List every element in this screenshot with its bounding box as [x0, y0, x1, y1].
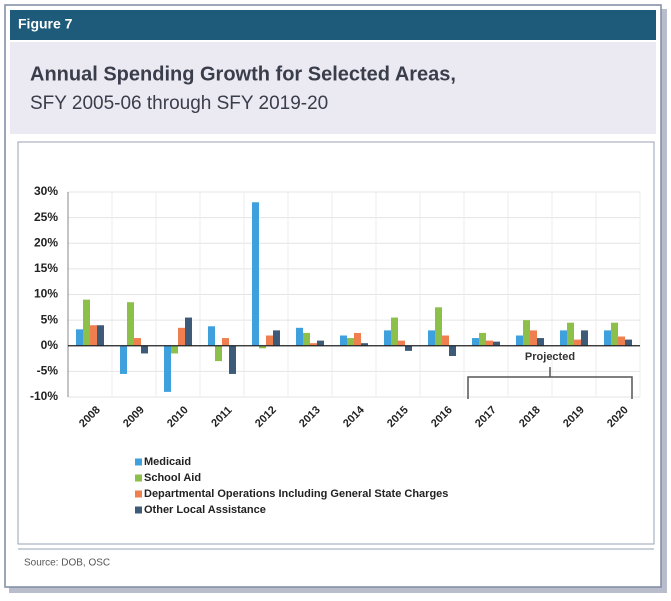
y-tick-label: 15%	[34, 261, 58, 275]
bar	[560, 330, 567, 346]
figure-label: Figure 7	[18, 16, 73, 32]
chart-subtitle: SFY 2005-06 through SFY 2019-20	[30, 93, 328, 114]
bar	[398, 340, 405, 346]
bar	[347, 338, 354, 346]
bar	[83, 299, 90, 346]
bar	[134, 338, 141, 346]
y-tick-label: 25%	[34, 210, 58, 224]
y-tick-label: 0%	[41, 338, 59, 352]
bar	[523, 320, 530, 346]
y-tick-label: -10%	[30, 389, 58, 403]
bar	[618, 336, 625, 346]
projected-bracket	[467, 367, 633, 399]
bar	[354, 332, 361, 346]
bar	[625, 339, 632, 346]
bar	[185, 317, 192, 346]
bar	[229, 345, 236, 374]
bar	[266, 335, 273, 346]
bar	[127, 302, 134, 346]
bar	[516, 335, 523, 346]
bar	[171, 345, 178, 354]
header-bar	[10, 10, 656, 40]
bar	[391, 317, 398, 346]
bar	[310, 343, 317, 346]
bar	[361, 343, 368, 346]
y-tick-label: 10%	[34, 287, 58, 301]
bar	[449, 345, 456, 356]
y-tick-label: 5%	[41, 312, 59, 326]
bar	[384, 330, 391, 346]
bar	[567, 322, 574, 346]
bar	[259, 345, 266, 349]
bar	[141, 345, 148, 354]
bar	[537, 338, 544, 346]
bar	[435, 307, 442, 346]
bar	[604, 330, 611, 346]
bar	[76, 329, 83, 346]
bar	[479, 332, 486, 346]
bar	[120, 345, 127, 374]
legend-label: Departmental Operations Including Genera…	[144, 488, 448, 500]
bar	[530, 330, 537, 346]
chart-title: Annual Spending Growth for Selected Area…	[30, 63, 456, 85]
bar	[273, 330, 280, 346]
bar	[296, 327, 303, 346]
legend-label: Other Local Assistance	[144, 504, 266, 516]
bar	[472, 338, 479, 346]
annotation: Projected	[525, 351, 575, 363]
bar	[405, 345, 412, 351]
bar	[303, 332, 310, 346]
bar	[317, 340, 324, 346]
bar	[442, 335, 449, 346]
y-tick-label: 30%	[34, 184, 58, 198]
legend-swatch	[135, 490, 142, 498]
bar	[215, 345, 222, 362]
bar	[486, 340, 493, 346]
bar	[574, 339, 581, 346]
bar	[222, 338, 229, 346]
legend-swatch	[135, 474, 142, 482]
legend-swatch	[135, 506, 142, 514]
bar	[164, 345, 171, 392]
title-panel	[10, 42, 656, 134]
legend-label: Medicaid	[144, 456, 191, 468]
bar	[90, 325, 97, 346]
bar	[493, 341, 500, 346]
legend-label: School Aid	[144, 472, 201, 484]
legend-swatch	[135, 458, 142, 466]
bar	[428, 330, 435, 346]
bar	[581, 330, 588, 346]
bar	[208, 326, 215, 346]
chart-panel	[17, 141, 655, 545]
y-tick-label: -5%	[37, 364, 59, 378]
y-tick-label: 20%	[34, 235, 58, 249]
bar	[252, 202, 259, 346]
bar	[97, 325, 104, 346]
bar	[611, 322, 618, 346]
source: Source: DOB, OSC	[24, 558, 110, 569]
bar	[340, 335, 347, 346]
bar	[178, 327, 185, 346]
